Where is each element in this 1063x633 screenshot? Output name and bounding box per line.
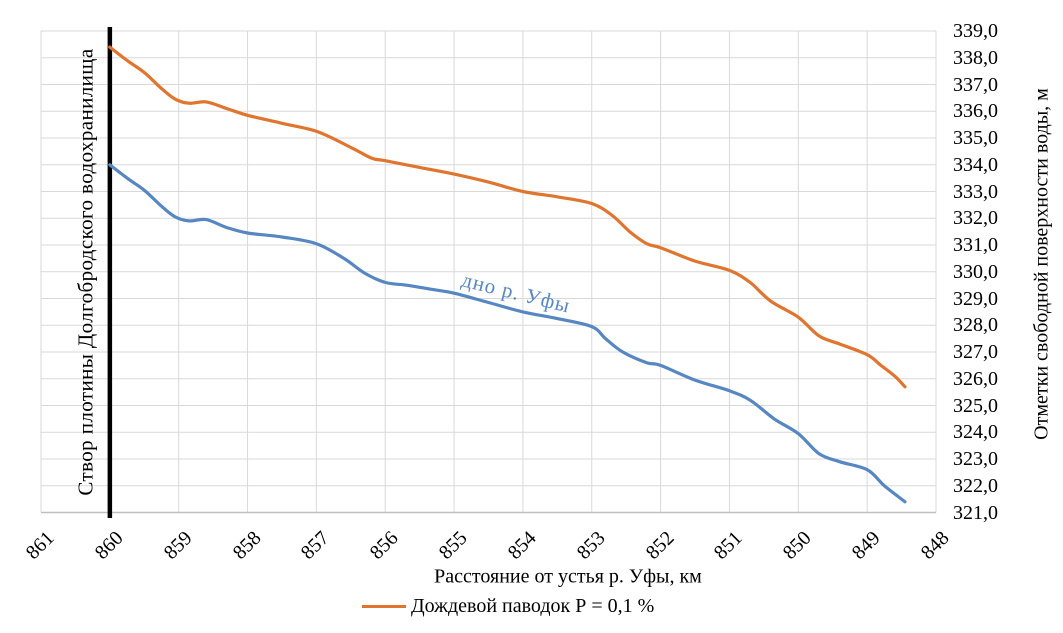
y-axis-tick-label: 322,0 [953,474,998,497]
legend: Дождевой паводок Р = 0,1 % [362,595,654,618]
y-axis-tick-label: 337,0 [953,73,998,96]
dam-line-label: Створ плотины Долгобродского водохранили… [73,48,98,496]
y-axis-tick-label: 335,0 [953,127,998,149]
y-axis-tick-label: 338,0 [953,46,998,69]
y-axis-tick-label: 330,0 [953,260,998,283]
x-axis-title: Расстояние от устья р. Уфы, км [434,565,702,588]
y-axis-tick-label: 328,0 [953,314,998,337]
y-axis-tick-label: 331,0 [953,234,998,256]
y-axis-tick-label: 336,0 [953,100,998,123]
y-axis-tick-label: 325,0 [953,394,998,417]
y-axis-title: Отметки свободной поверхности воды, м [1030,88,1053,440]
y-axis-tick-label: 329,0 [953,287,998,310]
y-axis-tick-label: 324,0 [953,421,998,444]
y-axis-tick-label: 333,0 [953,180,998,203]
series-line-rain-flood-p01 [108,45,907,389]
legend-label: Дождевой паводок Р = 0,1 % [411,595,655,617]
y-axis-tick-label: 327,0 [953,341,998,363]
y-axis-tick-label: 332,0 [953,207,998,230]
y-axis-tick-label: 339,0 [953,20,998,42]
y-axis-tick-label: 326,0 [953,367,998,390]
series-line-riverbed [108,163,907,504]
legend-line-swatch [362,604,406,609]
y-axis-tick-label: 334,0 [953,153,998,176]
y-axis-tick-label: 321,0 [953,501,998,524]
y-axis-tick-label: 323,0 [953,448,998,470]
